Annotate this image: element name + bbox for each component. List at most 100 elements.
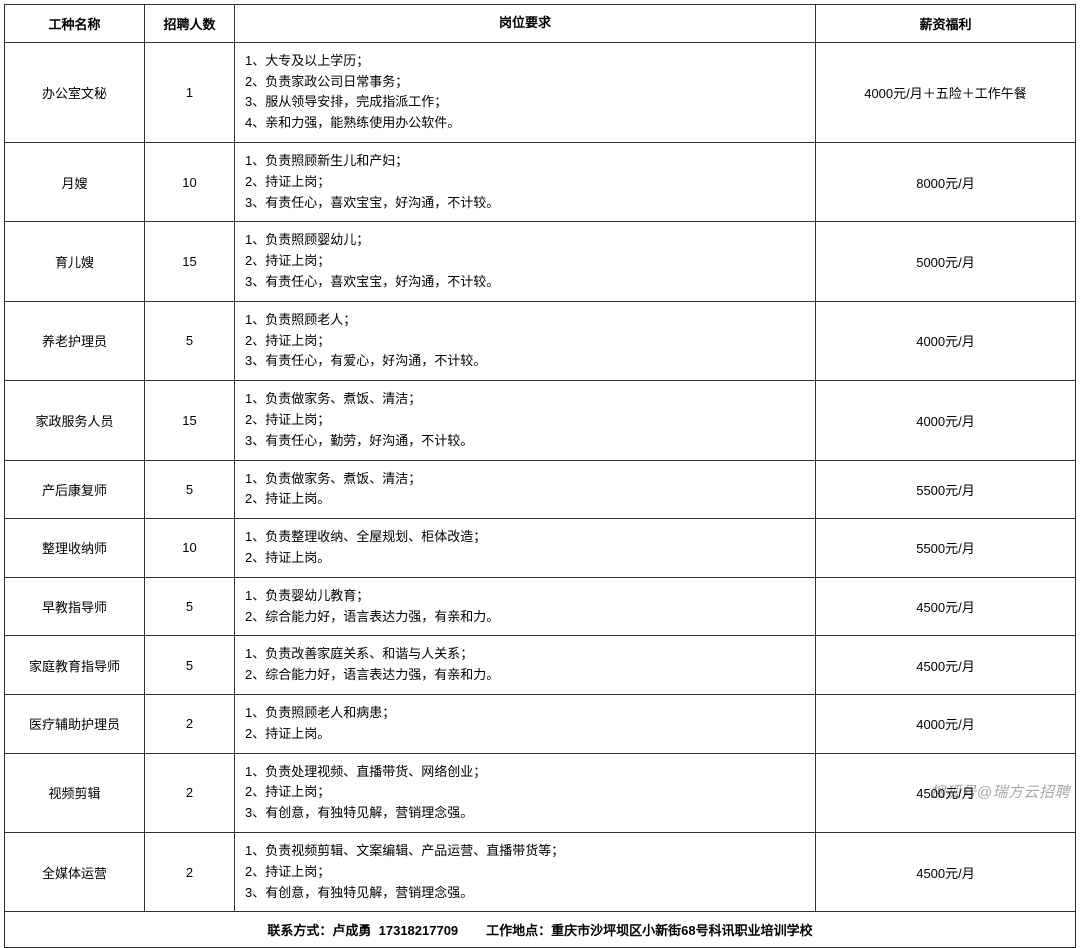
- job-name-cell: 家政服务人员: [5, 381, 145, 460]
- job-count-cell: 5: [145, 460, 235, 519]
- table-row: 办公室文秘11、大专及以上学历；2、负责家政公司日常事务；3、服从领导安排，完成…: [5, 42, 1076, 142]
- table-row: 视频剪辑21、负责处理视频、直播带货、网络创业；2、持证上岗；3、有创意，有独特…: [5, 753, 1076, 832]
- job-salary-cell: 4000元/月: [816, 301, 1076, 380]
- job-requirements-cell: 1、负责做家务、煮饭、清洁；2、持证上岗；3、有责任心，勤劳，好沟通，不计较。: [235, 381, 816, 460]
- requirement-line: 1、负责照顾婴幼儿；: [245, 230, 805, 251]
- recruitment-table: 工种名称 招聘人数 岗位要求 薪资福利 办公室文秘11、大专及以上学历；2、负责…: [4, 4, 1076, 948]
- header-requirements: 岗位要求: [235, 5, 816, 43]
- header-count: 招聘人数: [145, 5, 235, 43]
- contact-phone: 17318217709: [379, 923, 459, 938]
- requirement-line: 1、负责婴幼儿教育；: [245, 586, 805, 607]
- footer-row: 联系方式：卢成勇 17318217709工作地点：重庆市沙坪坝区小新街68号科讯…: [5, 912, 1076, 948]
- job-requirements-cell: 1、负责照顾婴幼儿；2、持证上岗；3、有责任心，喜欢宝宝，好沟通，不计较。: [235, 222, 816, 301]
- table-row: 早教指导师51、负责婴幼儿教育；2、综合能力好，语言表达力强，有亲和力。4500…: [5, 577, 1076, 636]
- job-salary-cell: 4500元/月: [816, 636, 1076, 695]
- requirement-line: 1、负责处理视频、直播带货、网络创业；: [245, 762, 805, 783]
- contact-name: 卢成勇: [332, 923, 371, 938]
- contact-label: 联系方式：: [267, 923, 332, 938]
- requirement-line: 2、持证上岗；: [245, 251, 805, 272]
- requirement-line: 2、持证上岗；: [245, 782, 805, 803]
- job-name-cell: 全媒体运营: [5, 832, 145, 911]
- job-requirements-cell: 1、负责处理视频、直播带货、网络创业；2、持证上岗；3、有创意，有独特见解，营销…: [235, 753, 816, 832]
- job-name-cell: 整理收纳师: [5, 519, 145, 578]
- requirement-line: 1、负责照顾新生儿和产妇；: [245, 151, 805, 172]
- requirement-line: 3、有创意，有独特见解，营销理念强。: [245, 803, 805, 824]
- job-requirements-cell: 1、负责整理收纳、全屋规划、柜体改造；2、持证上岗。: [235, 519, 816, 578]
- job-count-cell: 2: [145, 753, 235, 832]
- job-name-cell: 办公室文秘: [5, 42, 145, 142]
- job-name-cell: 家庭教育指导师: [5, 636, 145, 695]
- job-name-cell: 月嫂: [5, 142, 145, 221]
- requirement-line: 3、有责任心，喜欢宝宝，好沟通，不计较。: [245, 193, 805, 214]
- requirement-line: 3、有责任心，勤劳，好沟通，不计较。: [245, 431, 805, 452]
- job-salary-cell: 4500元/月: [816, 753, 1076, 832]
- requirement-line: 1、负责改善家庭关系、和谐与人关系；: [245, 644, 805, 665]
- job-count-cell: 2: [145, 694, 235, 753]
- job-name-cell: 养老护理员: [5, 301, 145, 380]
- job-name-cell: 医疗辅助护理员: [5, 694, 145, 753]
- requirement-line: 2、持证上岗。: [245, 489, 805, 510]
- requirement-line: 3、有责任心，喜欢宝宝，好沟通，不计较。: [245, 272, 805, 293]
- job-count-cell: 5: [145, 577, 235, 636]
- table-row: 养老护理员51、负责照顾老人；2、持证上岗；3、有责任心，有爱心，好沟通，不计较…: [5, 301, 1076, 380]
- job-name-cell: 早教指导师: [5, 577, 145, 636]
- job-count-cell: 10: [145, 519, 235, 578]
- requirement-line: 3、服从领导安排，完成指派工作；: [245, 92, 805, 113]
- job-requirements-cell: 1、大专及以上学历；2、负责家政公司日常事务；3、服从领导安排，完成指派工作；4…: [235, 42, 816, 142]
- requirement-line: 2、负责家政公司日常事务；: [245, 72, 805, 93]
- table-row: 全媒体运营21、负责视频剪辑、文案编辑、产品运营、直播带货等；2、持证上岗；3、…: [5, 832, 1076, 911]
- requirement-line: 2、持证上岗；: [245, 862, 805, 883]
- requirement-line: 3、有责任心，有爱心，好沟通，不计较。: [245, 351, 805, 372]
- job-count-cell: 2: [145, 832, 235, 911]
- job-count-cell: 15: [145, 381, 235, 460]
- requirement-line: 2、持证上岗。: [245, 724, 805, 745]
- job-requirements-cell: 1、负责婴幼儿教育；2、综合能力好，语言表达力强，有亲和力。: [235, 577, 816, 636]
- job-requirements-cell: 1、负责照顾老人；2、持证上岗；3、有责任心，有爱心，好沟通，不计较。: [235, 301, 816, 380]
- requirement-line: 1、负责照顾老人；: [245, 310, 805, 331]
- job-requirements-cell: 1、负责视频剪辑、文案编辑、产品运营、直播带货等；2、持证上岗；3、有创意，有独…: [235, 832, 816, 911]
- job-count-cell: 1: [145, 42, 235, 142]
- requirement-line: 2、持证上岗。: [245, 548, 805, 569]
- table-row: 育儿嫂151、负责照顾婴幼儿；2、持证上岗；3、有责任心，喜欢宝宝，好沟通，不计…: [5, 222, 1076, 301]
- job-salary-cell: 4000元/月＋五险＋工作午餐: [816, 42, 1076, 142]
- job-name-cell: 产后康复师: [5, 460, 145, 519]
- job-salary-cell: 5000元/月: [816, 222, 1076, 301]
- requirement-line: 2、持证上岗；: [245, 331, 805, 352]
- table-row: 医疗辅助护理员21、负责照顾老人和病患；2、持证上岗。4000元/月: [5, 694, 1076, 753]
- requirement-line: 2、持证上岗；: [245, 410, 805, 431]
- job-salary-cell: 8000元/月: [816, 142, 1076, 221]
- table-row: 整理收纳师101、负责整理收纳、全屋规划、柜体改造；2、持证上岗。5500元/月: [5, 519, 1076, 578]
- table-row: 家政服务人员151、负责做家务、煮饭、清洁；2、持证上岗；3、有责任心，勤劳，好…: [5, 381, 1076, 460]
- job-count-cell: 15: [145, 222, 235, 301]
- requirement-line: 2、持证上岗；: [245, 172, 805, 193]
- table-row: 月嫂101、负责照顾新生儿和产妇；2、持证上岗；3、有责任心，喜欢宝宝，好沟通，…: [5, 142, 1076, 221]
- job-count-cell: 10: [145, 142, 235, 221]
- table-row: 产后康复师51、负责做家务、煮饭、清洁；2、持证上岗。5500元/月: [5, 460, 1076, 519]
- job-salary-cell: 4500元/月: [816, 832, 1076, 911]
- requirement-line: 1、负责做家务、煮饭、清洁；: [245, 389, 805, 410]
- address: 重庆市沙坪坝区小新街68号科讯职业培训学校: [551, 923, 812, 938]
- table-row: 家庭教育指导师51、负责改善家庭关系、和谐与人关系；2、综合能力好，语言表达力强…: [5, 636, 1076, 695]
- job-requirements-cell: 1、负责做家务、煮饭、清洁；2、持证上岗。: [235, 460, 816, 519]
- requirement-line: 1、负责照顾老人和病患；: [245, 703, 805, 724]
- header-job-name: 工种名称: [5, 5, 145, 43]
- requirement-line: 1、大专及以上学历；: [245, 51, 805, 72]
- footer-cell: 联系方式：卢成勇 17318217709工作地点：重庆市沙坪坝区小新街68号科讯…: [5, 912, 1076, 948]
- job-name-cell: 视频剪辑: [5, 753, 145, 832]
- requirement-line: 2、综合能力好，语言表达力强，有亲和力。: [245, 665, 805, 686]
- header-salary: 薪资福利: [816, 5, 1076, 43]
- requirement-line: 1、负责视频剪辑、文案编辑、产品运营、直播带货等；: [245, 841, 805, 862]
- requirement-line: 4、亲和力强，能熟练使用办公软件。: [245, 113, 805, 134]
- job-count-cell: 5: [145, 301, 235, 380]
- job-salary-cell: 4500元/月: [816, 577, 1076, 636]
- job-salary-cell: 4000元/月: [816, 381, 1076, 460]
- table-header-row: 工种名称 招聘人数 岗位要求 薪资福利: [5, 5, 1076, 43]
- job-name-cell: 育儿嫂: [5, 222, 145, 301]
- job-requirements-cell: 1、负责照顾新生儿和产妇；2、持证上岗；3、有责任心，喜欢宝宝，好沟通，不计较。: [235, 142, 816, 221]
- job-requirements-cell: 1、负责改善家庭关系、和谐与人关系；2、综合能力好，语言表达力强，有亲和力。: [235, 636, 816, 695]
- job-salary-cell: 4000元/月: [816, 694, 1076, 753]
- requirement-line: 3、有创意，有独特见解，营销理念强。: [245, 883, 805, 904]
- job-salary-cell: 5500元/月: [816, 460, 1076, 519]
- job-requirements-cell: 1、负责照顾老人和病患；2、持证上岗。: [235, 694, 816, 753]
- job-count-cell: 5: [145, 636, 235, 695]
